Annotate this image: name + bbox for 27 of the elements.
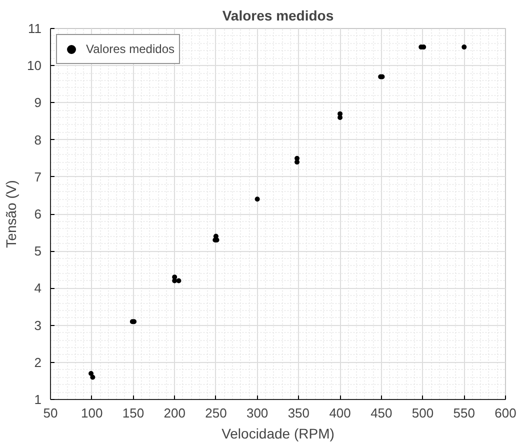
x-tick-label: 150 (122, 406, 144, 420)
y-axis-title: Tensão (V) (3, 180, 20, 248)
y-tick-label: 6 (34, 206, 42, 222)
y-tick-label: 4 (34, 280, 42, 296)
x-tick-label: 550 (453, 406, 475, 420)
y-tick-label: 1 (34, 392, 42, 407)
legend-label: Valores medidos (86, 42, 174, 56)
chart-title: Valores medidos (222, 8, 334, 24)
y-tick-label: 2 (34, 354, 42, 370)
x-tick-label: 100 (81, 406, 103, 420)
y-tick-label: 3 (34, 318, 42, 333)
y-tick-label: 9 (34, 95, 42, 110)
x-tick-label: 300 (246, 406, 268, 420)
x-tick-label: 400 (329, 406, 351, 420)
x-tick-label: 450 (370, 406, 392, 420)
x-tick-label: 350 (288, 406, 310, 420)
x-tick-label: 50 (43, 406, 58, 420)
y-tick-label: 5 (34, 244, 42, 259)
y-tick-label: 11 (28, 21, 42, 36)
x-tick-label: 500 (412, 406, 434, 420)
y-tick-label: 8 (34, 132, 42, 148)
x-tick-label: 600 (494, 406, 516, 420)
x-tick-label: 250 (205, 406, 227, 420)
x-tick-label: 200 (164, 406, 186, 420)
y-tick-label: 7 (34, 169, 42, 184)
y-tick-label: 10 (27, 58, 42, 74)
x-axis-title: Velocidade (RPM) (222, 426, 334, 442)
